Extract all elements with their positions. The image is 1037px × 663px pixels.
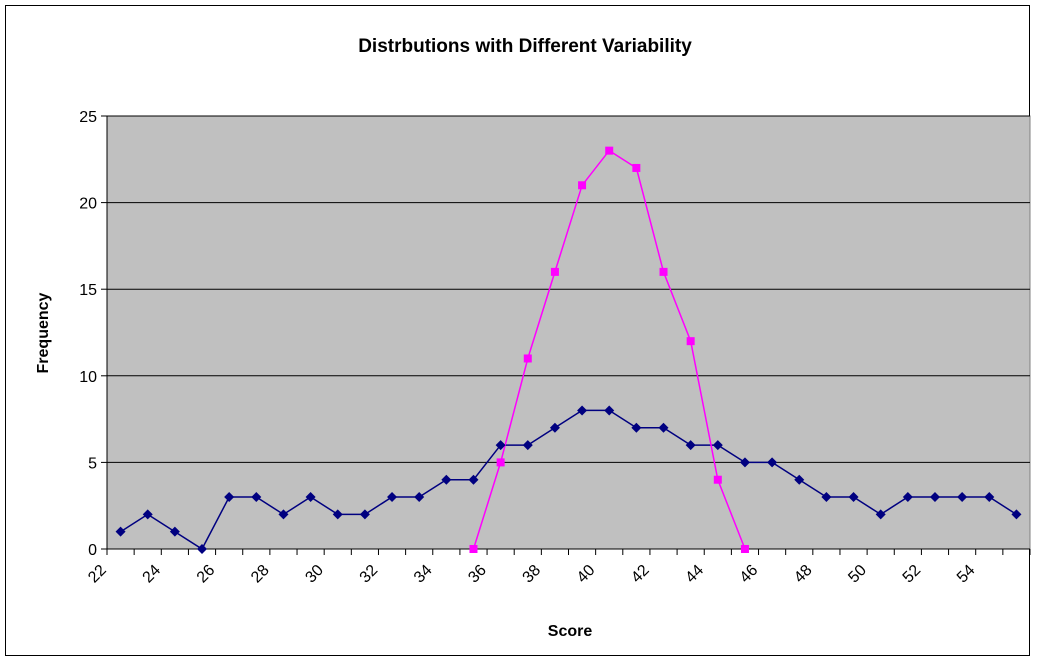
series-1-point-55 (1011, 509, 1022, 520)
x-tick-label-22: 22 (85, 562, 110, 587)
y-axis-title: Frequency (35, 292, 52, 373)
series-1-point-35 (468, 474, 479, 485)
series-2-point-42 (659, 267, 668, 276)
series-1-point-46 (767, 457, 778, 468)
x-tick-label-28: 28 (248, 562, 273, 587)
x-tick-label-30: 30 (302, 562, 327, 587)
series-1-point-48 (821, 492, 832, 503)
series-1-line (120, 409, 1017, 551)
series-2-point-38 (550, 267, 559, 276)
series-1-point-32 (387, 492, 398, 503)
series-1-point-49 (848, 492, 859, 503)
axes (101, 115, 1031, 555)
x-tick-label-26: 26 (194, 562, 219, 587)
x-tick-label-34: 34 (411, 562, 436, 587)
series-1-point-25 (197, 544, 208, 554)
series-1-point-30 (332, 509, 343, 520)
x-tick-label-50: 50 (845, 562, 870, 587)
x-tick-label-24: 24 (140, 562, 165, 587)
x-tick-label-46: 46 (737, 562, 762, 587)
y-tick-label-25: 25 (79, 109, 97, 126)
series-1-point-24 (169, 526, 180, 537)
series-1-point-41 (631, 422, 642, 433)
x-tick-label-38: 38 (520, 562, 545, 587)
series-1-point-29 (305, 492, 316, 503)
series-1-point-51 (902, 492, 913, 503)
plot-area (106, 115, 1031, 550)
y-tick-label-20: 20 (79, 196, 97, 213)
series-1-point-45 (739, 457, 750, 468)
series-1-point-27 (251, 492, 262, 503)
y-tick-label-10: 10 (79, 369, 97, 386)
series-2-point-39 (578, 181, 587, 190)
y-tick-label-5: 5 (88, 455, 97, 472)
x-tick-label-32: 32 (357, 562, 382, 587)
y-axis-tick-labels: 0 5 10 15 20 25 (79, 109, 97, 559)
series-1-point-28 (278, 509, 289, 520)
series-2-point-43 (686, 337, 695, 346)
x-axis-title: Score (548, 623, 593, 640)
series-1-point-33 (414, 492, 425, 503)
x-tick-label-48: 48 (791, 562, 816, 587)
x-tick-label-42: 42 (628, 562, 653, 587)
series-2-point-40 (605, 146, 614, 155)
series-markers (115, 146, 1022, 554)
y-tick-label-15: 15 (79, 282, 97, 299)
x-tick-label-44: 44 (682, 562, 707, 587)
series-1-point-40 (604, 405, 615, 416)
series-1-point-50 (875, 509, 886, 520)
series-2-point-45 (740, 545, 749, 553)
x-tick-label-54: 54 (954, 562, 979, 587)
x-tick-label-36: 36 (465, 562, 490, 587)
gridlines (107, 115, 1030, 463)
chart-title: Distrbutions with Different Variability (358, 36, 692, 57)
series-1-point-38 (549, 422, 560, 433)
series-1-point-43 (685, 440, 696, 451)
series-2-point-35 (469, 545, 478, 553)
series-1-point-36 (495, 440, 506, 451)
series-1-point-26 (224, 492, 235, 503)
x-tick-label-40: 40 (574, 562, 599, 587)
series-1-point-31 (359, 509, 370, 520)
series-1-point-42 (658, 422, 669, 433)
series-1-point-44 (712, 440, 723, 451)
series-1-point-37 (522, 440, 533, 451)
series-1-point-54 (984, 492, 995, 503)
series-2-point-44 (713, 475, 722, 484)
y-tick-label-0: 0 (88, 542, 97, 559)
series-1-point-39 (577, 405, 588, 416)
series-1-point-22 (115, 526, 126, 537)
series-1-point-47 (794, 474, 805, 485)
series-2-point-36 (496, 458, 505, 467)
series-1-point-23 (142, 509, 153, 520)
series-1-point-34 (441, 474, 452, 485)
series-2-point-37 (523, 354, 532, 363)
series-1-point-53 (957, 492, 968, 503)
x-axis-tick-labels: 22 24 26 28 30 32 34 36 38 40 42 44 46 48 50 52 54 (85, 562, 978, 587)
x-tick-label-52: 52 (900, 562, 925, 587)
series-1-point-52 (929, 492, 940, 503)
series-2-point-41 (632, 163, 641, 172)
